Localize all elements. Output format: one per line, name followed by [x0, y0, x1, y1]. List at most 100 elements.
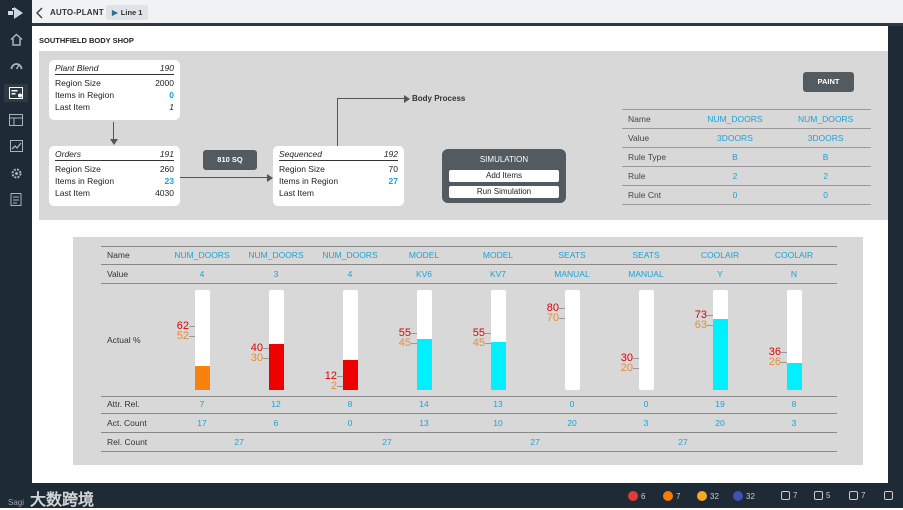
status-item[interactable]: 7	[663, 491, 680, 501]
warning-icon	[781, 491, 790, 500]
row-label-act-count: Act. Count	[107, 418, 147, 428]
gauge-tick	[411, 343, 417, 344]
attr-value: 4	[347, 269, 353, 279]
plant-blend-card[interactable]: Plant Blend 190 Region Size 2000 Items in …	[49, 60, 180, 120]
card-count: 191	[159, 149, 174, 159]
help-icon	[884, 491, 893, 500]
status-count: 5	[826, 491, 831, 500]
actual-percent: 20	[620, 362, 633, 374]
rule-value-2: 0	[780, 185, 871, 205]
row-label-name: Name	[107, 250, 130, 260]
actual-percent: 70	[546, 312, 559, 324]
rule-label: Value	[622, 128, 690, 148]
gauge-fill	[195, 366, 210, 390]
attr-act-count: 20	[567, 418, 577, 428]
connector-line	[180, 177, 269, 178]
simulation-panel: SIMULATION Add Items Run Simulation	[442, 149, 566, 203]
rule-value-1: 2	[689, 166, 781, 186]
status-count: 7	[861, 491, 866, 500]
orders-card[interactable]: Orders 191 Region Size 260 Items in Region…	[49, 146, 180, 206]
status-item[interactable]: 7	[849, 491, 865, 500]
rel-count: 27	[382, 437, 392, 447]
percent-gauge	[787, 290, 802, 390]
app-logo-icon[interactable]	[6, 4, 26, 22]
attr-act-count: 3	[791, 418, 797, 428]
rule-value-1: B	[689, 147, 781, 167]
row-label: Last Item	[279, 188, 314, 198]
gauge-icon[interactable]	[4, 57, 28, 75]
attr-value: 4	[199, 269, 205, 279]
rel-count: 27	[234, 437, 244, 447]
attr-attr-rel: 8	[347, 399, 353, 409]
gauge-tick	[485, 343, 491, 344]
body-process-label: Body Process	[412, 94, 466, 103]
dashboard-icon[interactable]	[4, 84, 28, 102]
attr-act-count: 13	[419, 418, 429, 428]
sq-button[interactable]: 810 SQ	[203, 150, 257, 170]
attr-name: SEATS	[558, 250, 586, 260]
gauge-tick	[633, 368, 639, 369]
sequenced-card[interactable]: Sequenced 192 Region Size 70 Items in Regi…	[273, 146, 404, 206]
status-item[interactable]: 32	[733, 491, 755, 501]
document-icon[interactable]	[4, 190, 28, 208]
row-label: Region Size	[55, 78, 101, 88]
table-icon[interactable]	[4, 111, 28, 129]
status-item[interactable]: 5	[814, 491, 830, 500]
rule-label: Rule	[622, 166, 690, 186]
sidebar	[0, 0, 32, 483]
chart-icon[interactable]	[4, 137, 28, 155]
connector-line	[113, 122, 114, 142]
attr-value: KV7	[489, 269, 507, 279]
status-item[interactable]: 7	[781, 491, 797, 500]
status-item[interactable]: 6	[628, 491, 645, 501]
table-rule	[101, 396, 837, 397]
attr-attr-rel: 12	[271, 399, 281, 409]
gauge-tick	[337, 386, 343, 387]
row-label: Items in Region	[55, 176, 115, 186]
list-icon	[814, 491, 823, 500]
target-percent: 30	[620, 352, 633, 364]
actual-percent: 26	[768, 356, 781, 368]
card-name: Sequenced	[279, 149, 323, 159]
row-label: Items in Region	[279, 176, 339, 186]
attribute-panel: Name Value Actual % Attr. Rel. Act. Count Rel…	[73, 237, 863, 465]
yellow-circle-icon	[697, 491, 707, 501]
status-item[interactable]	[884, 491, 896, 500]
actual-percent: 52	[176, 330, 189, 342]
actual-percent: 30	[250, 352, 263, 364]
run-simulation-button[interactable]: Run Simulation	[449, 186, 559, 198]
table-rule	[101, 413, 837, 414]
attr-act-count: 3	[643, 418, 649, 428]
home-icon[interactable]	[4, 30, 28, 48]
arrow-right-icon	[404, 95, 410, 103]
target-percent: 12	[324, 370, 337, 382]
right-edge-panel	[888, 26, 903, 483]
rules-row: Value 3DOORS 3DOORS	[622, 128, 871, 148]
row-label-rel-count: Rel. Count	[107, 437, 148, 447]
target-percent: 55	[472, 327, 485, 339]
rel-count: 27	[530, 437, 540, 447]
attr-name: COOLAIR	[700, 250, 740, 260]
back-chevron-icon[interactable]	[34, 6, 44, 20]
rules-row: Rule Type B B	[622, 147, 871, 167]
row-label: Last Item	[55, 188, 90, 198]
paint-button[interactable]: PAINT	[803, 72, 854, 92]
gauge-tick	[707, 315, 713, 316]
play-arrow-icon: ▶	[112, 8, 118, 17]
settings-icon[interactable]	[4, 164, 28, 182]
status-item[interactable]: 32	[697, 491, 719, 501]
attr-name: NUM_DOORS	[174, 250, 230, 260]
percent-gauge	[713, 290, 728, 390]
attr-value: MANUAL	[554, 269, 590, 279]
app-title: AUTO-PLANT	[50, 8, 104, 17]
add-items-button[interactable]: Add Items	[449, 170, 559, 182]
card-name: Plant Blend	[55, 63, 99, 73]
breadcrumb[interactable]: ▶ Line 1	[106, 5, 149, 20]
row-value: 260	[159, 164, 174, 174]
row-label: Items in Region	[55, 90, 115, 100]
card-name: Orders	[55, 149, 81, 159]
rule-value-2: 2	[780, 166, 871, 186]
rule-value-1: NUM_DOORS	[689, 109, 781, 129]
gauge-fill	[491, 342, 506, 390]
attr-attr-rel: 7	[199, 399, 205, 409]
